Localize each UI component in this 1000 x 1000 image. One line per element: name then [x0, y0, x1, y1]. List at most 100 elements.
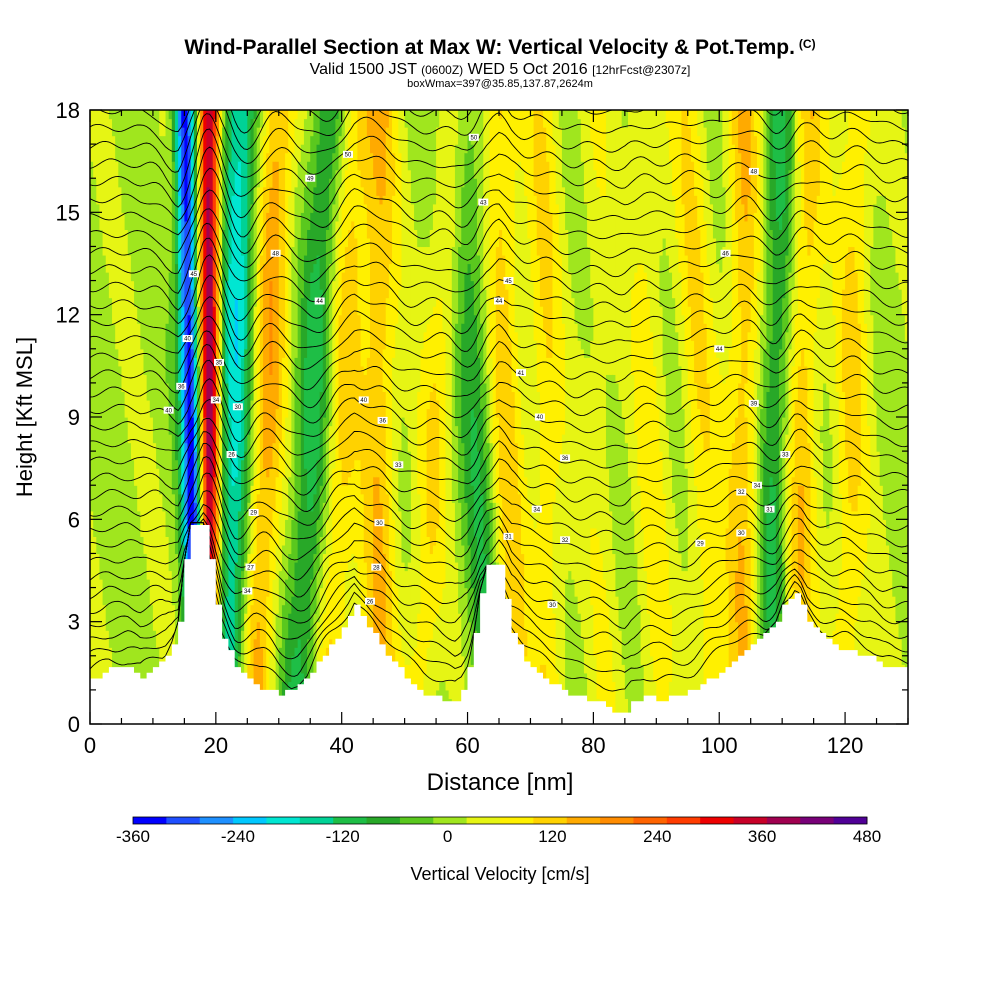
- velocity-cell: [473, 536, 478, 631]
- velocity-cell: [168, 272, 173, 435]
- velocity-cell: [747, 331, 752, 529]
- velocity-cell: [385, 297, 390, 495]
- velocity-cell: [310, 212, 314, 273]
- velocity-cell: [215, 110, 220, 137]
- velocity-cell: [228, 110, 233, 162]
- velocity-cell: [184, 220, 189, 444]
- isentrope-contour: [90, 417, 908, 477]
- velocity-cell: [826, 391, 830, 529]
- velocity-cell: [285, 638, 289, 724]
- velocity-cell: [536, 110, 541, 256]
- isentrope-label-bg: [393, 461, 404, 469]
- velocity-cell: [272, 442, 277, 512]
- velocity-cell: [426, 647, 431, 724]
- velocity-cell: [171, 161, 176, 495]
- velocity-cell: [700, 579, 705, 700]
- velocity-cell: [841, 161, 846, 290]
- velocity-cell: [193, 306, 198, 358]
- velocity-cell: [797, 110, 802, 162]
- isentrope-label: 29: [697, 541, 704, 547]
- velocity-cell: [432, 382, 437, 546]
- velocity-cell: [237, 110, 242, 162]
- isentrope-contour: [90, 431, 908, 496]
- velocity-cell: [511, 391, 516, 674]
- velocity-cell: [829, 110, 834, 171]
- velocity-cell: [480, 493, 484, 614]
- velocity-cell: [882, 110, 887, 196]
- isentrope-label: 29: [250, 511, 257, 517]
- velocity-cell: [612, 374, 617, 555]
- velocity-cell: [650, 331, 654, 657]
- isentrope-label-bg: [503, 277, 514, 285]
- velocity-cell: [259, 186, 264, 256]
- isentrope-contour: [90, 222, 908, 294]
- velocity-cell: [291, 596, 296, 657]
- velocity-cell: [495, 417, 500, 503]
- velocity-cell: [178, 272, 182, 401]
- velocity-cell: [829, 434, 834, 512]
- velocity-cell: [121, 212, 126, 393]
- isentrope-label: 30: [549, 603, 556, 609]
- velocity-cell: [521, 169, 525, 435]
- velocity-cell: [212, 476, 217, 572]
- velocity-cell: [319, 587, 324, 648]
- velocity-cell: [294, 118, 299, 188]
- velocity-cell: [819, 272, 824, 427]
- velocity-cell: [215, 135, 220, 563]
- velocity-cell: [892, 246, 897, 597]
- velocity-cell: [410, 110, 415, 205]
- velocity-cell: [178, 493, 182, 563]
- velocity-cell: [244, 613, 248, 682]
- isentrope-label-bg: [748, 167, 759, 175]
- velocity-cell: [577, 110, 582, 120]
- velocity-cell: [263, 135, 267, 188]
- velocity-cell: [684, 357, 689, 469]
- velocity-cell: [168, 434, 173, 572]
- velocity-cell: [879, 110, 884, 196]
- velocity-cell: [278, 510, 283, 572]
- velocity-cell: [392, 519, 396, 648]
- velocity-cell: [263, 186, 267, 265]
- x-tick-label: 80: [581, 733, 605, 758]
- colorbar-swatch: [533, 817, 568, 824]
- velocity-cell: [291, 655, 296, 724]
- velocity-cell: [203, 476, 208, 529]
- isentrope-label: 32: [738, 490, 745, 496]
- velocity-cell: [756, 110, 761, 273]
- velocity-cell: [690, 161, 695, 341]
- velocity-cell: [524, 630, 528, 657]
- valid-utc: (0600Z): [421, 63, 464, 77]
- velocity-cell: [234, 110, 239, 171]
- isentrope-label: 31: [505, 535, 512, 541]
- velocity-cell: [728, 468, 733, 674]
- velocity-cell: [200, 110, 204, 333]
- velocity-cell: [250, 399, 255, 486]
- velocity-cell: [285, 417, 289, 520]
- velocity-cell: [115, 110, 119, 162]
- velocity-cell: [712, 110, 717, 239]
- isentrope-label: 49: [307, 176, 314, 182]
- velocity-cell: [190, 110, 195, 196]
- velocity-cell: [432, 621, 437, 708]
- velocity-cell: [502, 110, 506, 256]
- isentrope-label: 30: [738, 531, 745, 537]
- velocity-cell: [697, 527, 701, 724]
- velocity-cell: [445, 110, 450, 691]
- isentrope-label: 34: [754, 483, 761, 489]
- velocity-cell: [662, 374, 667, 495]
- velocity-cell: [253, 561, 258, 640]
- velocity-cell: [263, 263, 267, 469]
- colorbar-swatch: [766, 817, 801, 824]
- isentrope-contour: [98, 110, 908, 134]
- velocity-cell: [329, 263, 333, 427]
- velocity-cell: [517, 391, 522, 495]
- velocity-cell: [558, 127, 563, 256]
- velocity-cell: [514, 110, 519, 171]
- velocity-cell: [436, 297, 440, 401]
- velocity-cell: [549, 212, 554, 358]
- velocity-cell: [574, 110, 579, 324]
- velocity-cell: [621, 664, 626, 724]
- x-tick-label: 40: [329, 733, 353, 758]
- colorbar-swatch: [466, 817, 501, 824]
- velocity-cell: [162, 110, 167, 137]
